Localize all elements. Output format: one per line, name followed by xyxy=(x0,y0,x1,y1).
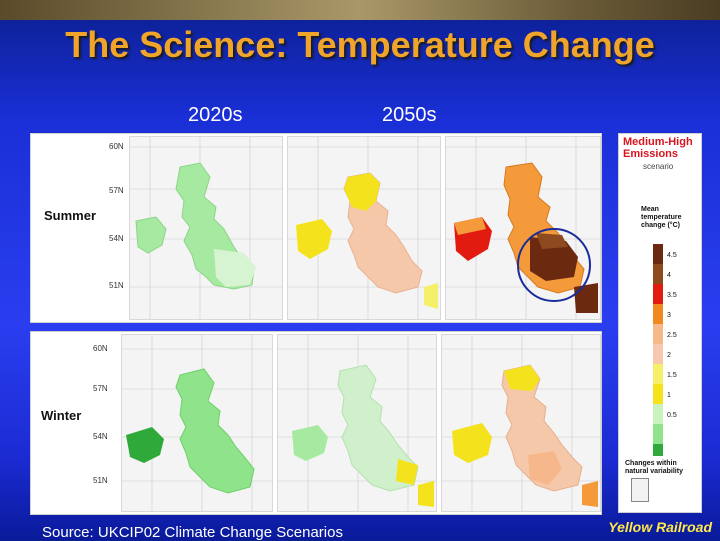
winter-2050s-map-graphic xyxy=(278,335,436,511)
lat-label-60n: 60N xyxy=(109,142,124,151)
footer-brand: Yellow Railroad xyxy=(608,519,712,535)
winter-lat-label-57n: 57N xyxy=(93,384,108,393)
source-caption: Source: UKCIP02 Climate Change Scenarios xyxy=(42,524,343,541)
period-label-2050s: 2050s xyxy=(382,104,437,126)
legend-mean-label: Mean temperature change (°C) xyxy=(641,206,681,230)
legend-tick-3-5: 3.5 xyxy=(667,292,677,299)
summer-2020s-map xyxy=(129,136,283,320)
legend-swatch-8 xyxy=(653,384,663,404)
winter-lat-label-54n: 54N xyxy=(93,432,108,441)
season-label-summer: Summer xyxy=(44,208,97,223)
legend-tick-0-5: 0.5 xyxy=(667,412,677,419)
winter-2020s-map-graphic xyxy=(122,335,272,511)
legend-tick-2-5: 2.5 xyxy=(667,332,677,339)
winter-lat-label-60n: 60N xyxy=(93,344,108,353)
legend-mean-line3: change (°C) xyxy=(641,222,680,229)
summer-2050s-map-graphic xyxy=(288,137,440,319)
legend-swatch-9 xyxy=(653,404,663,424)
winter-2080s-map xyxy=(441,334,601,512)
legend-mean-line1: Mean xyxy=(641,206,659,213)
legend-mean-line2: temperature xyxy=(641,214,682,221)
highlight-circle xyxy=(517,228,591,302)
legend-tick-1-5: 1.5 xyxy=(667,372,677,379)
summer-2080s-map xyxy=(445,136,601,320)
legend-swatch-6 xyxy=(653,344,663,364)
legend-swatch-11 xyxy=(653,444,663,456)
legend-subtitle: scenario xyxy=(643,162,674,171)
legend-panel: Medium-High Emissions scenario Mean temp… xyxy=(618,133,702,513)
winter-2020s-map xyxy=(121,334,273,512)
legend-changes-label: Changes within natural variability xyxy=(625,460,701,476)
legend-tick-3: 3 xyxy=(667,312,671,319)
legend-title-line2: Emissions xyxy=(623,148,679,160)
top-decorative-strip xyxy=(0,0,720,20)
lat-label-54n: 54N xyxy=(109,234,124,243)
legend-title-line1: Medium-High xyxy=(623,136,693,148)
legend-swatch-10 xyxy=(653,424,663,444)
lat-label-51n: 51N xyxy=(109,281,124,290)
legend-swatch-4 xyxy=(653,304,663,324)
season-label-winter: Winter xyxy=(41,408,82,423)
legend-tick-2: 2 xyxy=(667,352,671,359)
lat-label-57n: 57N xyxy=(109,186,124,195)
winter-2050s-map xyxy=(277,334,437,512)
summer-2050s-map xyxy=(287,136,441,320)
legend-tick-4: 4 xyxy=(667,272,671,279)
legend-tick-4-5: 4.5 xyxy=(667,252,677,259)
legend-swatch-2 xyxy=(653,264,663,284)
legend-natural-variability-swatch xyxy=(631,478,649,502)
legend-changes-line2: natural variability xyxy=(625,468,683,475)
legend-changes-line1: Changes within xyxy=(625,460,677,467)
slide-title: The Science: Temperature Change xyxy=(65,24,655,65)
legend-swatch-1 xyxy=(653,244,663,264)
winter-lat-label-51n: 51N xyxy=(93,476,108,485)
legend-swatch-3 xyxy=(653,284,663,304)
summer-maps-panel: Summer 60N 57N 54N 51N xyxy=(30,133,602,323)
legend-swatch-7 xyxy=(653,364,663,384)
legend-swatch-5 xyxy=(653,324,663,344)
winter-maps-panel: Winter 60N 57N 54N 51N xyxy=(30,331,602,515)
summer-2020s-map-graphic xyxy=(130,137,282,319)
legend-tick-1: 1 xyxy=(667,392,671,399)
legend-title: Medium-High Emissions xyxy=(623,136,699,160)
winter-2080s-map-graphic xyxy=(442,335,600,511)
summer-2080s-map-graphic xyxy=(446,137,600,319)
period-label-2020s: 2020s xyxy=(188,104,243,126)
